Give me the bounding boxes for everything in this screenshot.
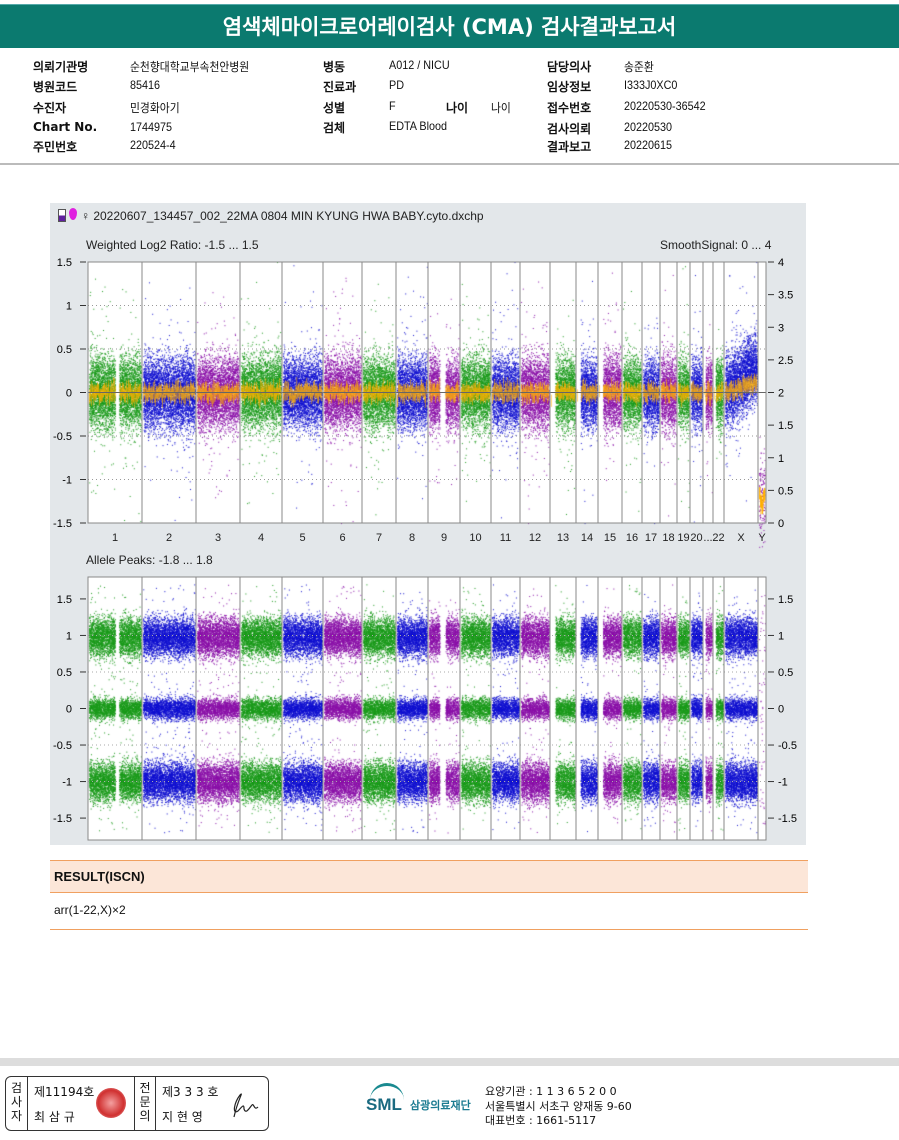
signature: [233, 1093, 259, 1118]
plot-panel-captions: ♀ 20220607_134457_002_22MA 0804 MIN KYUN…: [50, 203, 806, 567]
info-value: 20220530-36542: [624, 99, 706, 113]
info-value: 220524-4: [130, 138, 176, 152]
info-label: 병동: [323, 60, 346, 74]
info-label: 결과보고: [547, 140, 592, 154]
sml-logo: SML: [366, 1083, 408, 1123]
specialist-name: 지 현 영: [162, 1110, 203, 1124]
footer-bar: [0, 1058, 899, 1066]
cma-plot-panel: [50, 203, 806, 845]
info-label: 접수번호: [547, 101, 592, 115]
log2-title: Weighted Log2 Ratio: -1.5 ... 1.5: [86, 238, 259, 252]
examiner-no: 제11194호: [34, 1085, 95, 1099]
info-label: 검체: [323, 121, 346, 135]
file-title: ♀ 20220607_134457_002_22MA 0804 MIN KYUN…: [81, 209, 484, 223]
info-value: I333J0XC0: [624, 78, 678, 92]
examiner-label: 검사자: [6, 1077, 28, 1130]
org-phone: 대표번호 : 1661-5117: [485, 1114, 597, 1127]
info-label: 병원코드: [33, 80, 78, 94]
info-label: 의뢰기관명: [33, 60, 89, 74]
divider: [50, 929, 808, 930]
result-heading: RESULT(ISCN): [50, 860, 808, 893]
info-label: 진료과: [323, 80, 357, 94]
info-label: 수진자: [33, 101, 67, 115]
info-value: PD: [389, 78, 405, 92]
org-name: 삼광의료재단: [410, 1099, 471, 1112]
specialist-label: 전문의: [134, 1077, 156, 1130]
seal-stamp: [96, 1088, 126, 1118]
info-value: F: [389, 99, 396, 113]
info-label: 검사의뢰: [547, 122, 592, 136]
signature-box: 검사자 제11194호 최 삼 규 전문의 제3 3 3 호 지 현 영: [5, 1076, 269, 1131]
info-value: A012 / NICU: [389, 58, 450, 72]
info-value: EDTA Blood: [389, 119, 448, 133]
info-value: 송준환: [624, 60, 654, 74]
info-value: 1744975: [130, 120, 173, 134]
info-value: 85416: [130, 78, 161, 92]
info-value: 민경화아기: [130, 101, 180, 115]
org-code: 요양기관 : 1 1 3 6 5 2 0 0: [485, 1085, 617, 1098]
age-value: 나이: [491, 101, 511, 115]
smooth-title: SmoothSignal: 0 ... 4: [660, 238, 772, 252]
info-value: 순천향대학교부속천안병원: [130, 60, 250, 74]
examiner-name: 최 삼 규: [34, 1110, 75, 1124]
allele-title: Allele Peaks: -1.8 ... 1.8: [86, 553, 213, 567]
info-label: 성별: [323, 101, 346, 115]
result-iscn: arr(1-22,X)×2: [54, 903, 126, 917]
info-label: 담당의사: [547, 60, 592, 74]
info-label: 주민번호: [33, 140, 78, 154]
info-label: 임상정보: [547, 80, 592, 94]
age-label: 나이: [446, 101, 469, 115]
sample-icon: [58, 209, 66, 222]
info-value: 20220530: [624, 120, 673, 134]
report-title: 염색체마이크로어레이검사 (CMA) 검사결과보고서: [0, 4, 899, 48]
info-label: Chart No.: [33, 120, 98, 134]
info-value: 20220615: [624, 138, 673, 152]
divider: [0, 163, 899, 165]
specialist-no: 제3 3 3 호: [162, 1085, 219, 1099]
